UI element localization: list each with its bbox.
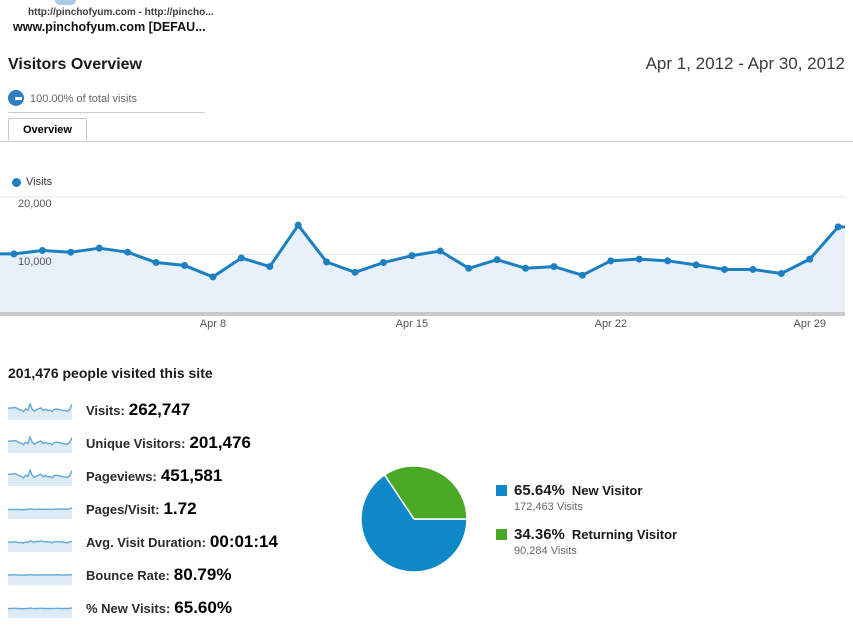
metric-value: 262,747	[128, 400, 191, 419]
visits-line-chart: 20,000 10,000 Apr 8 Apr 15 Apr 22 Apr 29	[0, 190, 853, 335]
pie-legend-item-new-visitor: 65.64% New Visitor 172,463 Visits	[496, 482, 642, 513]
metric-sparkline	[8, 467, 72, 486]
metric-label: Visits:	[86, 403, 125, 418]
metric-label-value: % New Visits: 65.60%	[86, 598, 232, 618]
segment-pie-icon	[8, 90, 24, 106]
metric-label: Unique Visitors:	[86, 436, 186, 451]
metric-sparkline	[8, 607, 72, 618]
visits-line-chart-svg	[0, 196, 845, 316]
metric-label: Avg. Visit Duration:	[86, 535, 206, 550]
metric-label-value: Pageviews: 451,581	[86, 466, 222, 486]
x-tick-label: Apr 29	[793, 318, 826, 330]
metric-label-value: Unique Visitors: 201,476	[86, 433, 251, 453]
date-range-selector[interactable]: Apr 1, 2012 - Apr 30, 2012	[645, 54, 845, 73]
visitors-headline: 201,476 people visited this site	[8, 365, 213, 381]
metric-label-value: Visits: 262,747	[86, 400, 190, 420]
app-logo-icon	[55, 0, 76, 5]
metric-value: 65.60%	[174, 598, 232, 617]
visitor-type-pie-chart	[358, 463, 470, 575]
tab-overview[interactable]: Overview	[8, 118, 87, 141]
x-tick-label: Apr 22	[594, 318, 628, 330]
y-tick-label: 20,000	[18, 198, 52, 210]
y-tick-label: 10,000	[18, 255, 52, 268]
metric-value: 80.79%	[173, 565, 232, 584]
metric-value: 201,476	[189, 433, 251, 452]
metric-label: % New Visits:	[86, 601, 171, 616]
metric-row-avgvisitduration[interactable]: Avg. Visit Duration: 00:01:14	[8, 532, 278, 552]
metric-sparkline	[8, 540, 72, 552]
metric-label: Pages/Visit:	[86, 502, 160, 517]
pie-legend-item-returning-visitor: 34.36% Returning Visitor 90,284 Visits	[496, 526, 677, 557]
metric-row-pageviews[interactable]: Pageviews: 451,581	[8, 466, 222, 486]
visits-series-dot-icon	[12, 177, 21, 187]
legend-name: Returning Visitor	[571, 527, 678, 542]
legend-swatch-icon	[496, 529, 507, 540]
metric-sparkline	[8, 434, 72, 453]
metric-row-bouncerate[interactable]: Bounce Rate: 80.79%	[8, 565, 231, 585]
metric-sparkline	[8, 402, 72, 420]
legend-visit-count: 172,463 Visits	[514, 501, 583, 513]
profile-selector[interactable]: www.pinchofyum.com [DEFAU...	[13, 20, 206, 34]
chart-legend-label: Visits	[26, 176, 53, 188]
segment-chip[interactable]: 100.00% of total visits	[8, 90, 205, 113]
legend-visit-count: 90,284 Visits	[514, 545, 577, 557]
chart-legend: Visits	[12, 176, 52, 188]
account-property-breadcrumb: http://pinchofyum.com - http://pincho...	[28, 7, 214, 18]
metric-sparkline	[8, 573, 72, 585]
metric-sparkline	[8, 507, 72, 519]
metric-value: 451,581	[160, 466, 223, 485]
metric-row-visits[interactable]: Visits: 262,747	[8, 400, 190, 420]
metric-value: 1.72	[163, 499, 197, 518]
x-tick-label: Apr 8	[199, 318, 227, 330]
page-title: Visitors Overview	[8, 56, 142, 73]
visitor-type-pie-svg	[360, 465, 468, 573]
metric-row-uniquevisitors[interactable]: Unique Visitors: 201,476	[8, 433, 251, 453]
metric-label: Pageviews:	[86, 469, 157, 484]
metric-label-value: Avg. Visit Duration: 00:01:14	[86, 532, 278, 552]
metric-value: 00:01:14	[209, 532, 278, 551]
metric-row-newvisits[interactable]: % New Visits: 65.60%	[8, 598, 232, 618]
metric-label-value: Pages/Visit: 1.72	[86, 499, 197, 519]
metric-label-value: Bounce Rate: 80.79%	[86, 565, 231, 585]
tab-bar: Overview	[0, 118, 853, 142]
segment-label: 100.00% of total visits	[30, 93, 138, 105]
legend-name: New Visitor	[571, 483, 643, 498]
legend-percent: 34.36%	[514, 526, 565, 543]
x-tick-label: Apr 15	[395, 318, 429, 330]
metric-label: Bounce Rate:	[86, 568, 170, 583]
legend-swatch-icon	[496, 485, 507, 496]
metric-row-pagesvisit[interactable]: Pages/Visit: 1.72	[8, 499, 197, 519]
legend-percent: 65.64%	[514, 482, 565, 499]
